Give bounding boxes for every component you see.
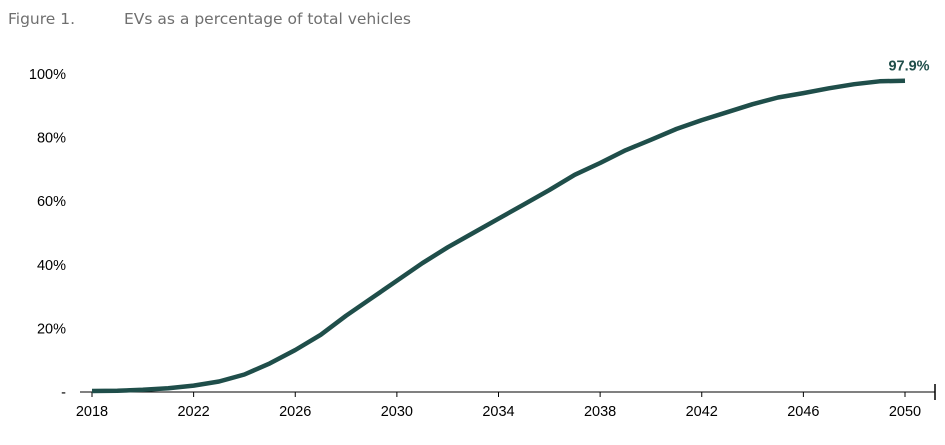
x-tick-label: 2034 (482, 404, 514, 420)
x-axis-tick-labels: 2018 2022 2026 2030 2034 2038 2042 2046 2050 (76, 404, 921, 420)
chart-axes (80, 384, 936, 400)
x-tick-label: 2022 (177, 404, 209, 420)
x-tick-label: 2050 (889, 404, 921, 420)
y-tick-label: - (61, 385, 66, 401)
x-tick-label: 2026 (279, 404, 311, 420)
y-tick-label: 80% (37, 131, 66, 147)
y-tick-label: 100% (29, 67, 66, 83)
y-axis-tick-labels: - 20% 40% 60% 80% 100% (29, 67, 66, 401)
x-tick-label: 2042 (686, 404, 718, 420)
chart-annotations: 97.9% (888, 59, 929, 75)
x-tick-label: 2030 (381, 404, 413, 420)
y-tick-label: 40% (37, 258, 66, 274)
x-tick-label: 2046 (787, 404, 819, 420)
x-tick-label: 2038 (584, 404, 616, 420)
x-tick-label: 2018 (76, 404, 108, 420)
series-line (91, 78, 906, 394)
y-tick-label: 60% (37, 194, 66, 210)
figure-title: EVs as a percentage of total vehicles (124, 10, 412, 28)
chart-series (91, 78, 906, 394)
figure-header: Figure 1. EVs as a percentage of total ve… (8, 10, 411, 28)
data-label: 97.9% (888, 59, 929, 75)
figure-number: Figure 1. (8, 10, 76, 28)
y-tick-label: 20% (37, 321, 66, 337)
